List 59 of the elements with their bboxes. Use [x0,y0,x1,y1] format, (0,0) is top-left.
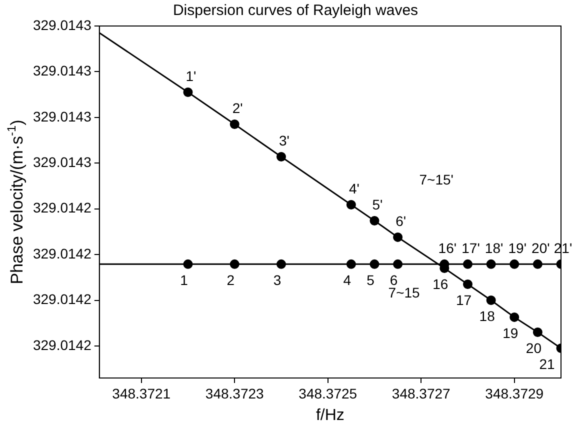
point [486,259,496,269]
annotation: 21 [539,356,555,372]
point [462,280,472,290]
annotation: 3 [273,272,282,288]
y-axis-title: Phase velocity/(m·s-1) [4,120,27,284]
annotation: 20 [526,340,542,356]
point [276,152,286,162]
annotation: 19 [502,325,518,342]
annotation: 16' [438,240,457,256]
x-tick-label: 348.3729 [485,385,544,402]
point [510,259,520,269]
point [183,88,193,98]
annotation: 3' [279,132,290,149]
point [393,259,403,269]
y-tick-label: 329.0143 [32,154,92,170]
y-tick-label: 329.0143 [32,108,92,124]
point [510,312,520,322]
annotation: 4 [343,272,352,288]
point [276,259,286,269]
annotation: 7~15' [419,172,454,188]
point [532,259,542,269]
y-tick-label: 329.0142 [32,291,92,308]
x-tick-label: 348.3723 [205,385,264,402]
annotation: 18 [479,308,496,324]
x-tick-label: 348.3721 [112,385,171,402]
point [230,259,240,269]
annotation: 18' [484,240,504,256]
point [183,259,193,269]
annotation: 16 [432,276,448,292]
point [346,259,356,269]
annotation: 5 [366,272,375,288]
annotation: 2' [232,100,243,116]
point [486,296,496,306]
point [370,259,380,269]
annotation: 20' [532,240,550,256]
point [393,232,403,242]
point [532,328,542,338]
annotation: 19' [508,240,526,256]
annotation: 5' [372,196,383,213]
x-tick-label: 348.3725 [298,385,358,402]
annotation: 17' [462,240,480,256]
annotation: 4' [348,180,360,197]
chart-title: Dispersion curves of Rayleigh waves [172,2,418,20]
point [462,259,472,269]
x-tick-label: 348.3727 [392,385,451,402]
annotation: 2 [226,272,235,288]
annotation: 1' [186,68,196,84]
y-tick-label: 329.0142 [32,245,92,262]
point [230,120,240,130]
annotation: 1 [180,272,188,288]
annotation: 17 [456,292,472,308]
y-tick-label: 329.0143 [32,16,92,33]
y-tick-label: 329.0143 [32,62,92,79]
y-tick-label: 329.0142 [32,200,92,216]
point [370,216,380,226]
y-tick-label: 329.0142 [32,336,92,353]
annotation: 6' [396,213,406,230]
point [346,200,356,210]
x-axis-title: f/Hz [316,406,344,424]
